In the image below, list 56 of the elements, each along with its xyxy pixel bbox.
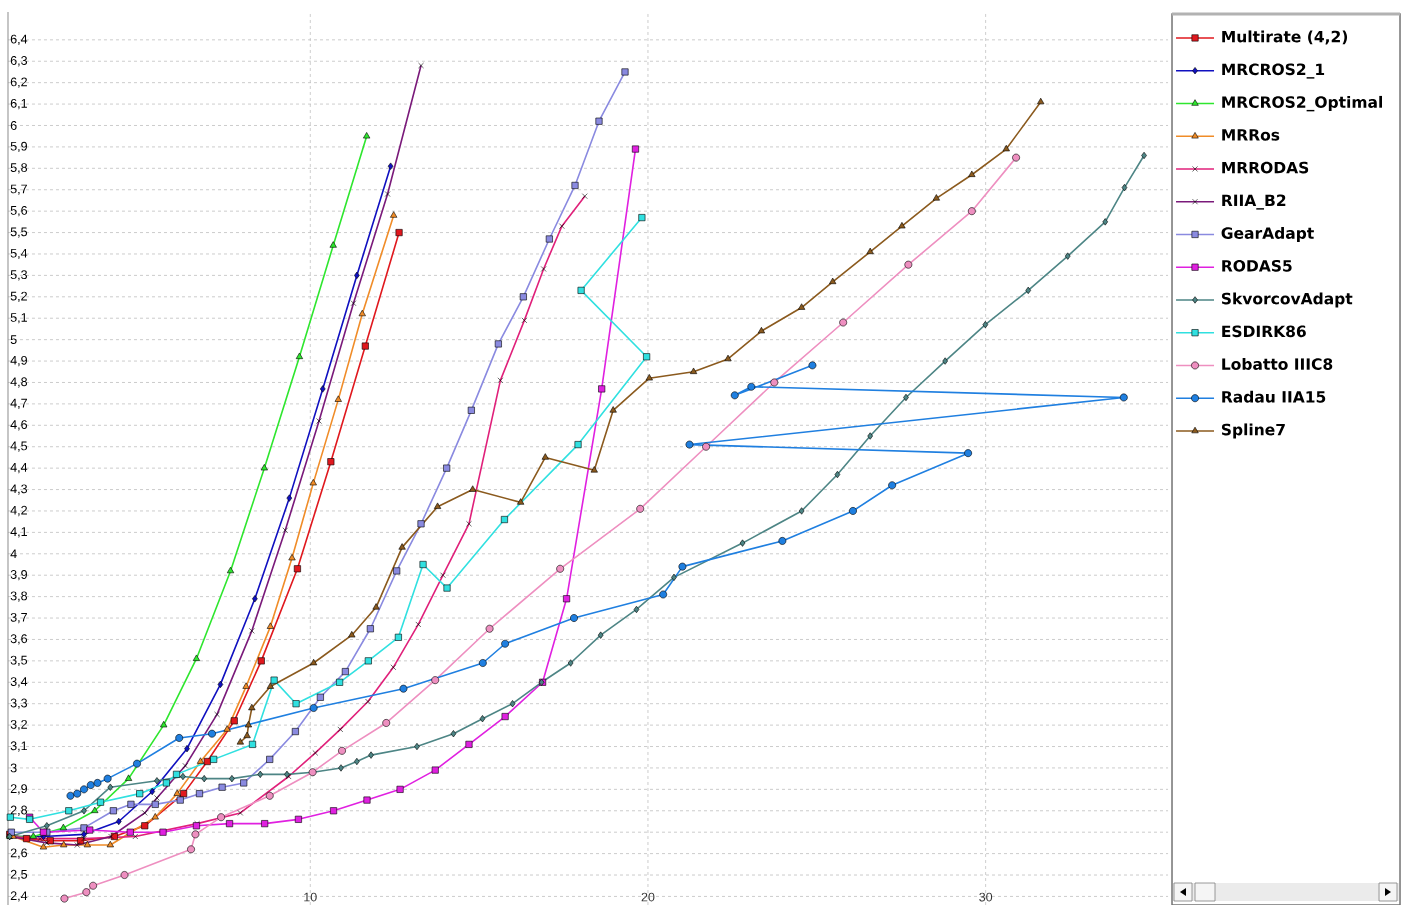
y-tick-label: 6,3 (10, 56, 28, 67)
y-tick-label: 4,4 (10, 463, 28, 474)
y-tick-label: 4,1 (10, 527, 27, 538)
y-tick-label: 6,1 (10, 98, 27, 110)
y-tick-label: 5,5 (10, 227, 28, 238)
y-tick-label: 5,8 (10, 163, 28, 174)
y-tick-label: 2,6 (10, 848, 28, 859)
y-tick-label: 6,4 (10, 34, 28, 45)
y-tick-label: 4,5 (10, 441, 28, 452)
y-tick-label: 2,4 (10, 891, 28, 902)
x-tick-label: 10 (304, 892, 317, 902)
y-tick-label: 4,6 (10, 420, 28, 431)
y-tick-label: 5,1 (10, 313, 27, 324)
y-tick-label: 5,4 (10, 248, 28, 260)
y-tick-label: 3,7 (10, 612, 27, 624)
y-tick-label: 4,9 (10, 355, 27, 367)
x-tick-label: 30 (979, 892, 993, 902)
legend-label: MRCROS2_1 (1222, 63, 1325, 79)
legend-label: RODAS5 (1222, 259, 1292, 272)
legend-label: GearAdapt (1221, 226, 1314, 242)
y-tick-label: 6 (10, 121, 17, 130)
y-tick-label: 5,6 (10, 206, 28, 217)
legend-label: RIIA_B2 (1222, 194, 1286, 210)
y-tick-label: 5,2 (10, 291, 27, 302)
y-tick-label: 2,9 (10, 784, 27, 795)
legend-label: ESDIRK86 (1222, 325, 1306, 338)
y-tick-label: 3,2 (10, 719, 27, 731)
y-tick-label: 6,2 (10, 77, 27, 88)
y-tick-label: 5,9 (10, 141, 27, 153)
legend-label: MRRODAS (1222, 161, 1309, 174)
legend-label: SkvorcovAdapt (1221, 292, 1353, 308)
y-tick-label: 3,4 (10, 677, 28, 688)
y-tick-label: 4,8 (10, 377, 28, 388)
y-tick-label: 3,3 (10, 698, 28, 709)
y-tick-label: 5,7 (10, 184, 27, 195)
legend-label: Spline7 (1221, 423, 1285, 439)
x-tick-label: 20 (641, 892, 655, 902)
y-tick-label: 3,5 (10, 655, 28, 667)
y-tick-label: 3 (10, 763, 17, 773)
y-tick-label: 4 (10, 549, 17, 559)
y-tick-label: 4,7 (10, 398, 27, 409)
legend-label: Radau IIA15 (1222, 390, 1326, 403)
y-tick-label: 4,2 (10, 505, 27, 517)
y-tick-label: 5 (10, 335, 17, 345)
y-tick-label: 5,3 (10, 270, 28, 281)
y-tick-label: 3,9 (10, 570, 27, 581)
legend-label: MRCROS2_Optimal (1222, 95, 1382, 112)
y-tick-label: 2,8 (10, 805, 28, 816)
y-tick-label: 3,1 (10, 741, 27, 752)
y-tick-label: 2,5 (10, 869, 28, 881)
legend-label: MRRos (1222, 129, 1280, 141)
y-tick-label: 4,3 (10, 484, 28, 495)
legend-label: Lobatto IIIC8 (1222, 357, 1333, 370)
y-tick-label: 3,6 (10, 634, 28, 645)
legend-label: Multirate (4,2) (1222, 30, 1348, 45)
y-tick-label: 3,8 (10, 591, 28, 602)
